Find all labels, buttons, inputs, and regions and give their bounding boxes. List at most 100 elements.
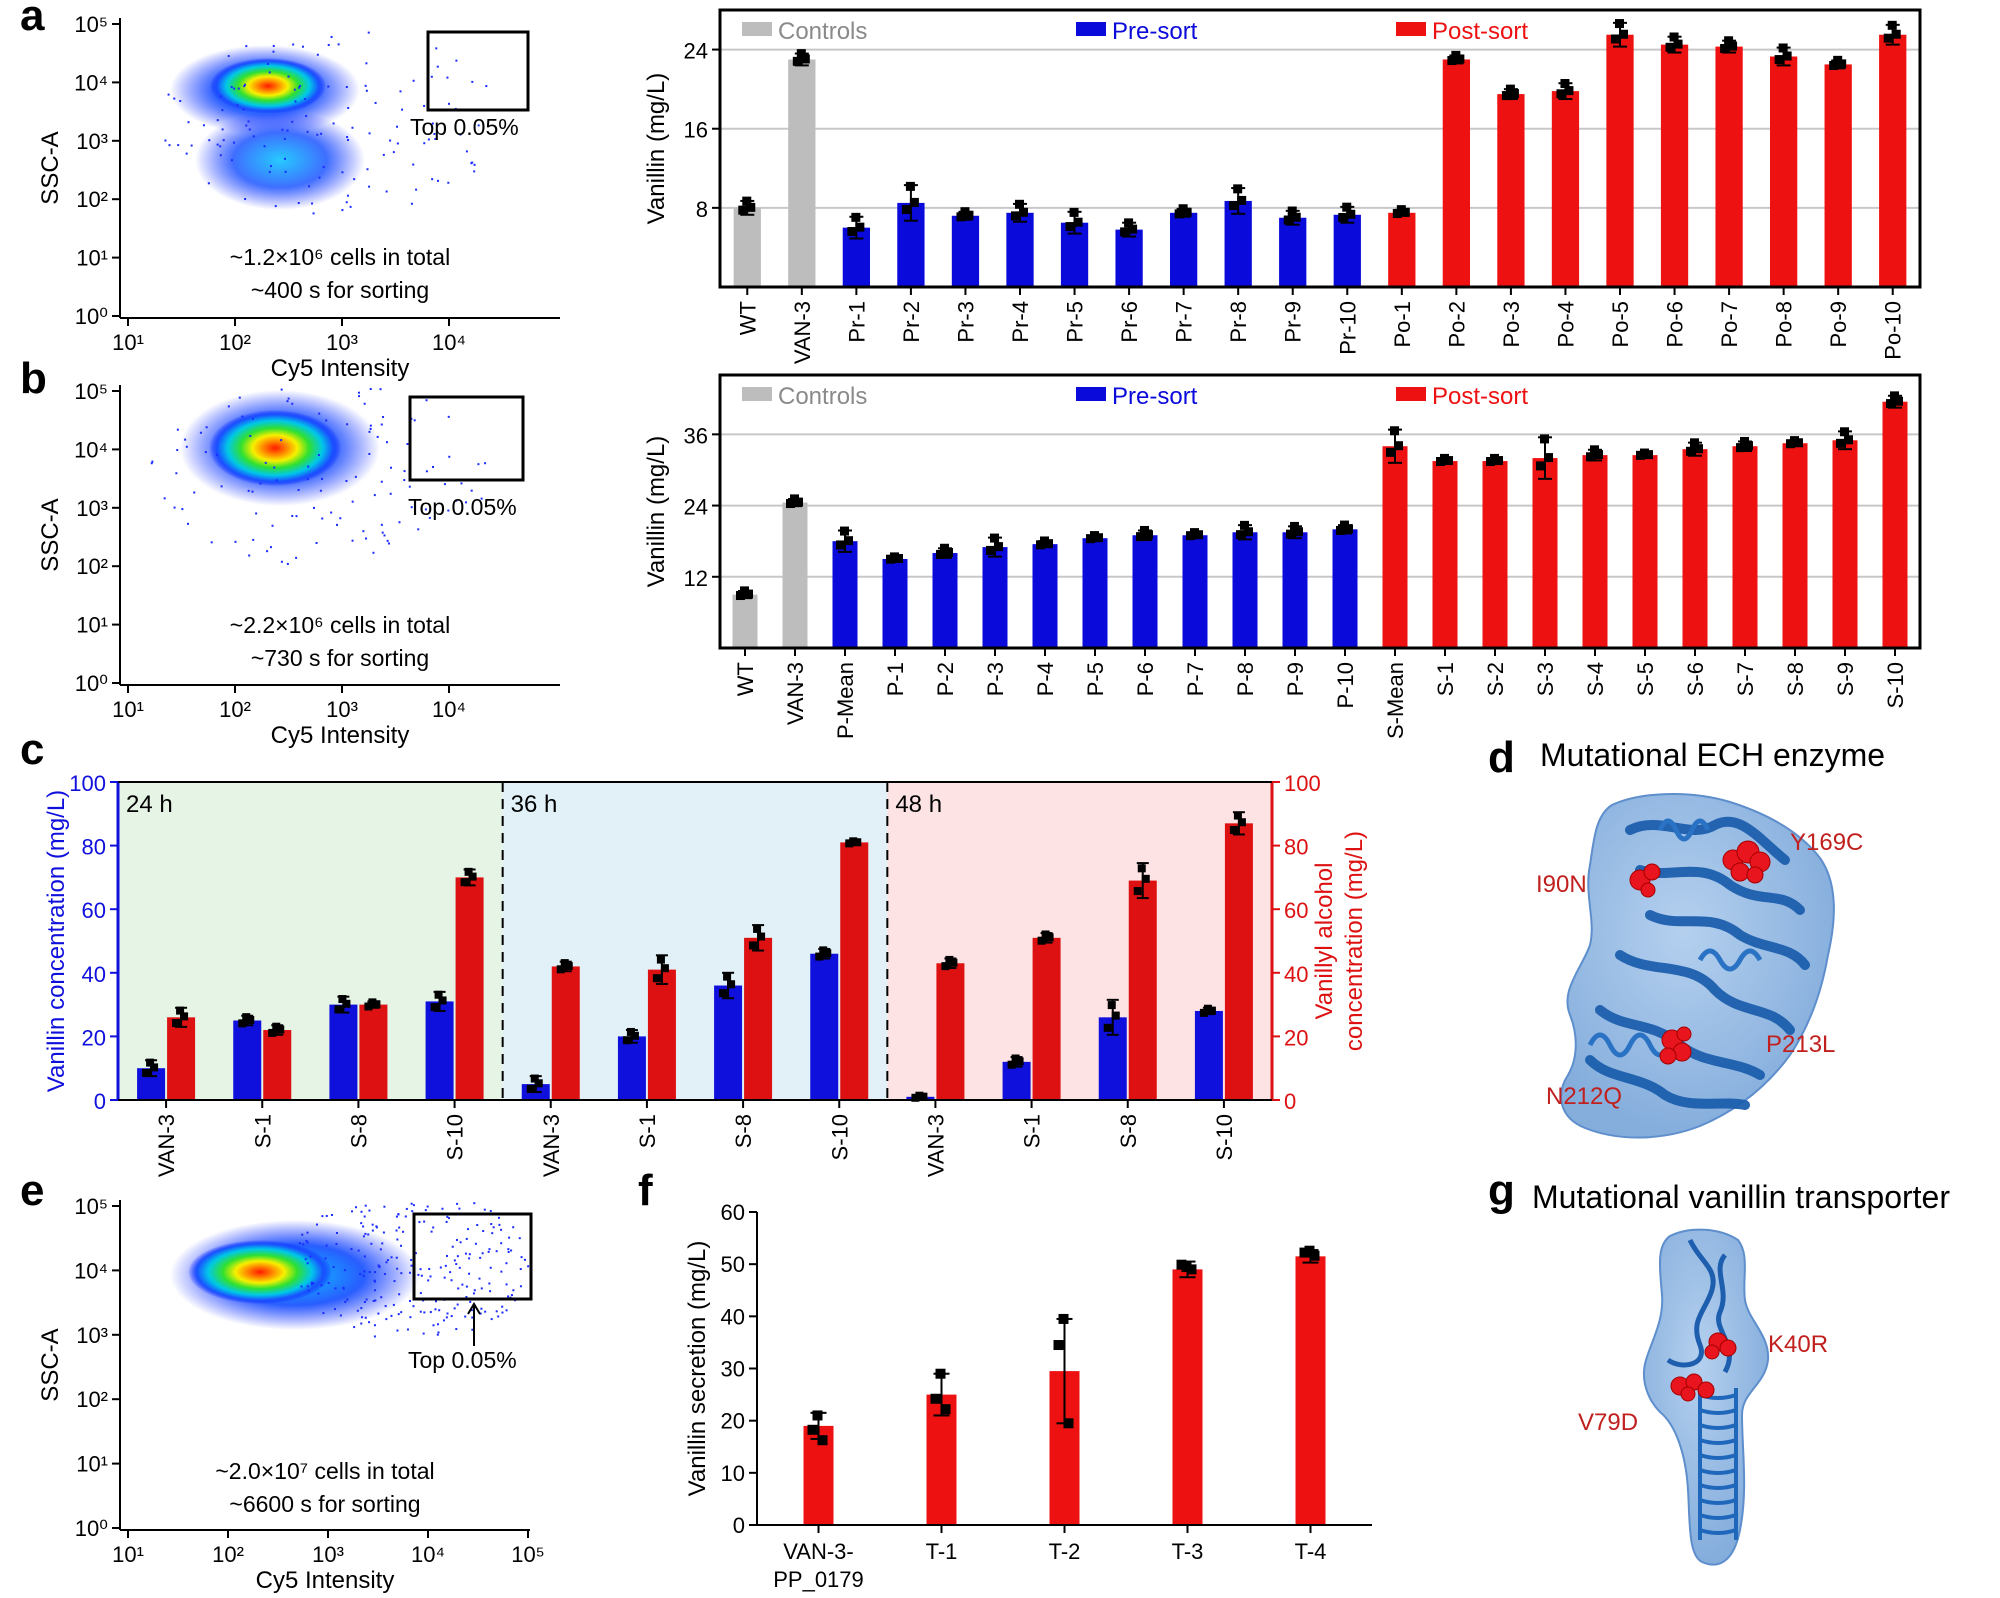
legend-swatch — [1396, 22, 1426, 36]
x-tick-label: 10¹ — [112, 697, 144, 722]
data-point — [342, 999, 351, 1008]
bar — [1732, 446, 1758, 648]
data-point — [1494, 456, 1503, 466]
event-dot — [458, 1266, 461, 1269]
event-dot — [510, 1294, 513, 1297]
event-dot — [221, 109, 224, 112]
x-tick-label: S-1 — [1020, 1114, 1045, 1148]
event-dot — [334, 1287, 337, 1290]
bar — [1224, 823, 1253, 1100]
y-axis-label: SSC-A — [37, 1328, 64, 1401]
data-point — [794, 497, 803, 507]
event-dot — [427, 1279, 430, 1282]
event-dot — [423, 1220, 426, 1223]
bar — [359, 1004, 388, 1100]
event-dot — [351, 539, 354, 542]
event-dot — [327, 43, 330, 46]
event-dot — [221, 128, 224, 131]
data-point — [150, 1063, 159, 1072]
data-point — [556, 965, 565, 974]
data-point — [986, 545, 995, 555]
event-dot — [364, 1316, 367, 1319]
event-dot — [247, 489, 250, 492]
data-point — [146, 1058, 155, 1067]
event-dot — [325, 1214, 328, 1217]
data-point — [1240, 520, 1249, 530]
bar — [1482, 461, 1508, 648]
event-dot — [204, 451, 207, 454]
event-dot — [473, 170, 476, 173]
data-point — [1564, 86, 1574, 96]
event-dot — [457, 1287, 460, 1290]
bar — [1170, 212, 1198, 287]
bar — [1002, 1061, 1031, 1100]
data-point — [1455, 54, 1465, 64]
event-dot — [458, 1207, 461, 1210]
event-dot — [370, 1242, 373, 1245]
event-dot — [268, 71, 271, 74]
event-dot — [291, 402, 294, 405]
y-axis-label-right-2: concentration (mg/L) — [1341, 831, 1368, 1051]
event-dot — [469, 1300, 472, 1303]
event-dot — [423, 104, 426, 107]
event-dot — [318, 412, 321, 415]
event-dot — [491, 1232, 494, 1235]
event-dot — [420, 1274, 423, 1277]
x-tick-label: 10² — [219, 697, 251, 722]
bar — [1782, 443, 1808, 648]
x-tick-label: S-10 — [443, 1114, 468, 1160]
event-dot — [368, 430, 371, 433]
y-tick-label-left: 60 — [82, 898, 106, 923]
y-axis-label: SSC-A — [37, 498, 64, 571]
event-dot — [219, 154, 222, 157]
event-dot — [227, 405, 230, 408]
plot-frame — [718, 373, 1922, 650]
mutation-label: Y169C — [1790, 829, 1863, 856]
event-dot — [464, 501, 467, 504]
x-tick-label: 10¹ — [112, 1542, 144, 1567]
event-dot — [382, 153, 385, 156]
x-tick-label: Pr-1 — [844, 301, 869, 343]
event-dot — [482, 1230, 485, 1233]
y-tick-label: 10⁰ — [75, 671, 108, 696]
event-dot — [445, 1220, 448, 1223]
event-dot — [349, 205, 352, 208]
data-point — [1386, 447, 1395, 457]
event-dot — [434, 1308, 437, 1311]
event-dot — [251, 417, 254, 420]
data-point — [660, 964, 669, 973]
x-tick-label: Pr-7 — [1172, 301, 1197, 343]
bar — [1172, 1269, 1203, 1525]
event-dot — [453, 1259, 456, 1262]
event-dot — [409, 1316, 412, 1319]
event-dot — [423, 1311, 426, 1314]
event-dot — [351, 1210, 354, 1213]
data-point — [796, 49, 806, 59]
event-dot — [385, 190, 388, 193]
event-dot — [415, 188, 418, 191]
event-dot — [364, 84, 367, 87]
panel-label-c: c — [20, 725, 44, 774]
event-dot — [484, 462, 487, 465]
event-dot — [488, 1248, 491, 1251]
data-point — [757, 932, 766, 941]
event-dot — [423, 142, 426, 145]
data-point — [1291, 212, 1301, 222]
event-dot — [430, 1230, 433, 1233]
sort-gate — [408, 395, 525, 482]
event-dot — [429, 1311, 432, 1314]
event-dot — [436, 1323, 439, 1326]
event-dot — [337, 43, 340, 46]
x-tick-label: P-Mean — [833, 662, 858, 739]
event-dot — [327, 85, 330, 88]
x-tick-label: Pr-3 — [953, 301, 978, 343]
event-dot — [181, 508, 184, 511]
event-dot — [249, 435, 252, 438]
event-dot — [408, 485, 411, 488]
sort-gate — [412, 1212, 533, 1301]
data-point — [1444, 456, 1453, 466]
data-point — [1229, 826, 1238, 835]
event-dot — [363, 1301, 366, 1304]
event-dot — [322, 1312, 325, 1315]
